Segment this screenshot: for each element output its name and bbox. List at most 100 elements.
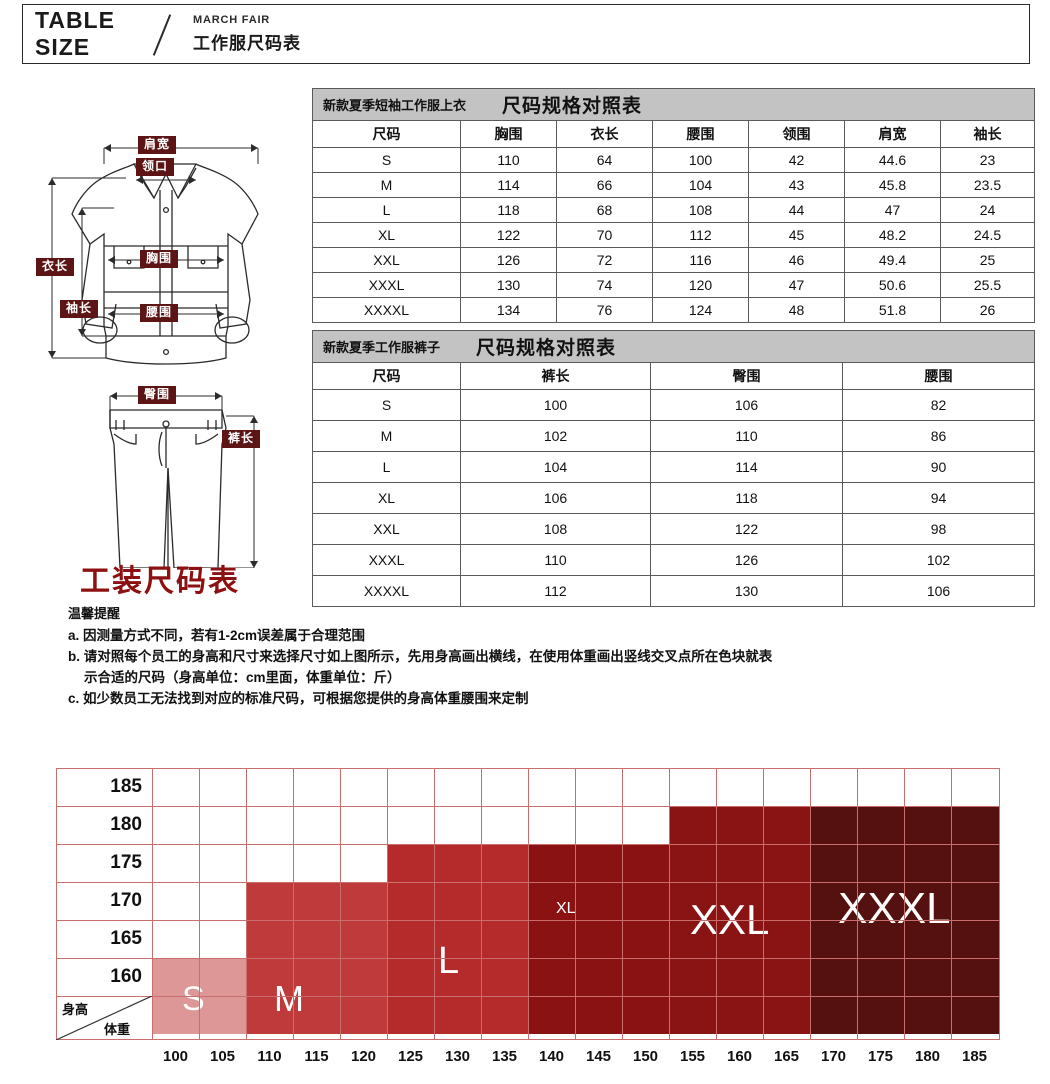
cell-sleeve: 25 [939, 247, 1036, 273]
label-chest: 胸围 [140, 250, 179, 269]
heatmap-block-m [246, 920, 387, 1034]
header-table-word: TABLE [35, 6, 115, 33]
label-pants-length: 裤长 [222, 430, 261, 449]
cell-sleeve: 23 [939, 147, 1036, 173]
y-axis-tick-175: 175 [110, 852, 142, 873]
cell-hip: 130 [650, 575, 843, 607]
cell-length: 74 [556, 272, 653, 298]
cell-size: XXL [312, 247, 461, 273]
table-top-header-band: 新款夏季短袖工作服上衣 尺码规格对照表 [311, 88, 1036, 121]
cell-size: L [312, 451, 461, 483]
table-row: L 104 114 90 [312, 451, 1036, 483]
col-header-waist: 腰围 [841, 362, 1036, 390]
cell-size: XXXXL [312, 297, 461, 323]
heatmap-step-xl-upper [528, 844, 669, 882]
table-row: XXXL 130 74 120 47 50.6 25.5 [312, 272, 1036, 298]
table-row: XXXXL 112 130 106 [312, 575, 1036, 607]
cell-hip: 114 [650, 451, 843, 483]
col-header-chest: 胸围 [460, 120, 557, 148]
x-axis-tick-105: 105 [209, 1048, 236, 1065]
axis-corner-cell: 身高 体重 [56, 996, 152, 1040]
notes-block: 温馨提醒 a. 因测量方式不同，若有1-2cm误差属于合理范围 b. 请对照每个… [68, 603, 998, 709]
cell-hip: 106 [650, 389, 843, 421]
cell-hip: 126 [650, 544, 843, 576]
cell-collar: 46 [748, 247, 845, 273]
cell-size: XL [312, 222, 461, 248]
cell-waist: 120 [652, 272, 749, 298]
table-bottom-column-headers: 尺码 裤长 臀围 腰围 [312, 362, 1036, 390]
table-row: XL 106 118 94 [312, 482, 1036, 514]
cell-shoulder: 51.8 [844, 297, 941, 323]
cell-collar: 48 [748, 297, 845, 323]
table-row: XXXXL 134 76 124 48 51.8 26 [312, 297, 1036, 323]
y-axis-tick-160: 160 [110, 966, 142, 987]
table-top-subtitle: 新款夏季短袖工作服上衣 [323, 98, 467, 113]
cell-length: 68 [556, 197, 653, 223]
cell-size: S [312, 389, 461, 421]
cell-chest: 122 [460, 222, 557, 248]
table-bottom-title: 尺码规格对照表 [476, 338, 617, 359]
x-axis-tick-100: 100 [162, 1048, 189, 1065]
notes-line-c: c. 如少数员工无法找到对应的标准尺码，可根据您提供的身高体重腰围来定制 [68, 691, 529, 707]
x-axis-tick-115: 115 [304, 1048, 329, 1065]
x-axis-tick-170: 170 [820, 1048, 847, 1065]
cell-size: XXL [312, 513, 461, 545]
table-row: M 114 66 104 43 45.8 23.5 [312, 172, 1036, 198]
cell-waist: 104 [652, 172, 749, 198]
cell-waist: 108 [652, 197, 749, 223]
brand-name-cn: 工作服尺码表 [193, 34, 301, 53]
table-top-title: 尺码规格对照表 [502, 96, 643, 117]
cell-pants-length: 108 [460, 513, 651, 545]
col-header-collar: 领围 [748, 120, 845, 148]
pants-size-table: 新款夏季工作服裤子 尺码规格对照表 尺码 裤长 臀围 腰围 S 100 106 … [311, 330, 1036, 607]
corner-label-weight: 体重 [104, 1022, 131, 1037]
header-slash-divider [141, 5, 187, 63]
jacket-size-table: 新款夏季短袖工作服上衣 尺码规格对照表 尺码 胸围 衣长 腰围 领围 肩宽 袖长… [311, 88, 1036, 323]
cell-length: 66 [556, 172, 653, 198]
size-recommendation-heatmap: S M L XL XXL XXXL 185 180 175 170 165 1 [56, 768, 1000, 1065]
cell-waist: 90 [841, 451, 1036, 483]
cell-size: L [312, 197, 461, 223]
cell-size: M [312, 420, 461, 452]
notes-line-b: b. 请对照每个员工的身高和尺寸来选择尺寸如上图所示，先用身高画出横线，在使用体… [68, 649, 773, 665]
y-axis-tick-185: 185 [110, 776, 142, 797]
x-axis-tick-120: 120 [350, 1048, 377, 1065]
cell-pants-length: 112 [460, 575, 651, 607]
cell-length: 76 [556, 297, 653, 323]
cell-pants-length: 102 [460, 420, 651, 452]
cell-collar: 47 [748, 272, 845, 298]
x-axis-tick-110: 110 [257, 1048, 282, 1065]
col-header-size: 尺码 [312, 362, 461, 390]
header-size-word: SIZE [35, 34, 91, 60]
corner-label-height: 身高 [62, 1002, 89, 1017]
cell-chest: 130 [460, 272, 557, 298]
table-top-column-headers: 尺码 胸围 衣长 腰围 领围 肩宽 袖长 [312, 120, 1036, 148]
cell-hip: 118 [650, 482, 843, 514]
heatmap-label-xxl: XXL [690, 896, 770, 943]
cell-shoulder: 49.4 [844, 247, 941, 273]
cell-pants-length: 100 [460, 389, 651, 421]
label-waist: 腰围 [140, 304, 179, 323]
cell-size: XXXL [312, 544, 461, 576]
cell-collar: 45 [748, 222, 845, 248]
x-axis-tick-160: 160 [726, 1048, 753, 1065]
cell-chest: 114 [460, 172, 557, 198]
table-bottom-header-band: 新款夏季工作服裤子 尺码规格对照表 [311, 330, 1036, 363]
cell-hip: 110 [650, 420, 843, 452]
cell-size: XXXL [312, 272, 461, 298]
label-garment-length: 衣长 [36, 258, 75, 277]
x-axis-tick-135: 135 [491, 1048, 518, 1065]
cell-waist: 116 [652, 247, 749, 273]
heatmap-label-l: L [438, 940, 460, 982]
cell-waist: 100 [652, 147, 749, 173]
cell-collar: 42 [748, 147, 845, 173]
x-axis-tick-175: 175 [867, 1048, 894, 1065]
cell-waist: 112 [652, 222, 749, 248]
cell-waist: 94 [841, 482, 1036, 514]
col-header-sleeve: 袖长 [939, 120, 1036, 148]
cell-pants-length: 110 [460, 544, 651, 576]
label-sleeve-length: 袖长 [60, 300, 99, 319]
notes-line-a: a. 因测量方式不同，若有1-2cm误差属于合理范围 [68, 628, 366, 643]
cell-hip: 122 [650, 513, 843, 545]
y-axis-tick-180: 180 [110, 814, 142, 835]
